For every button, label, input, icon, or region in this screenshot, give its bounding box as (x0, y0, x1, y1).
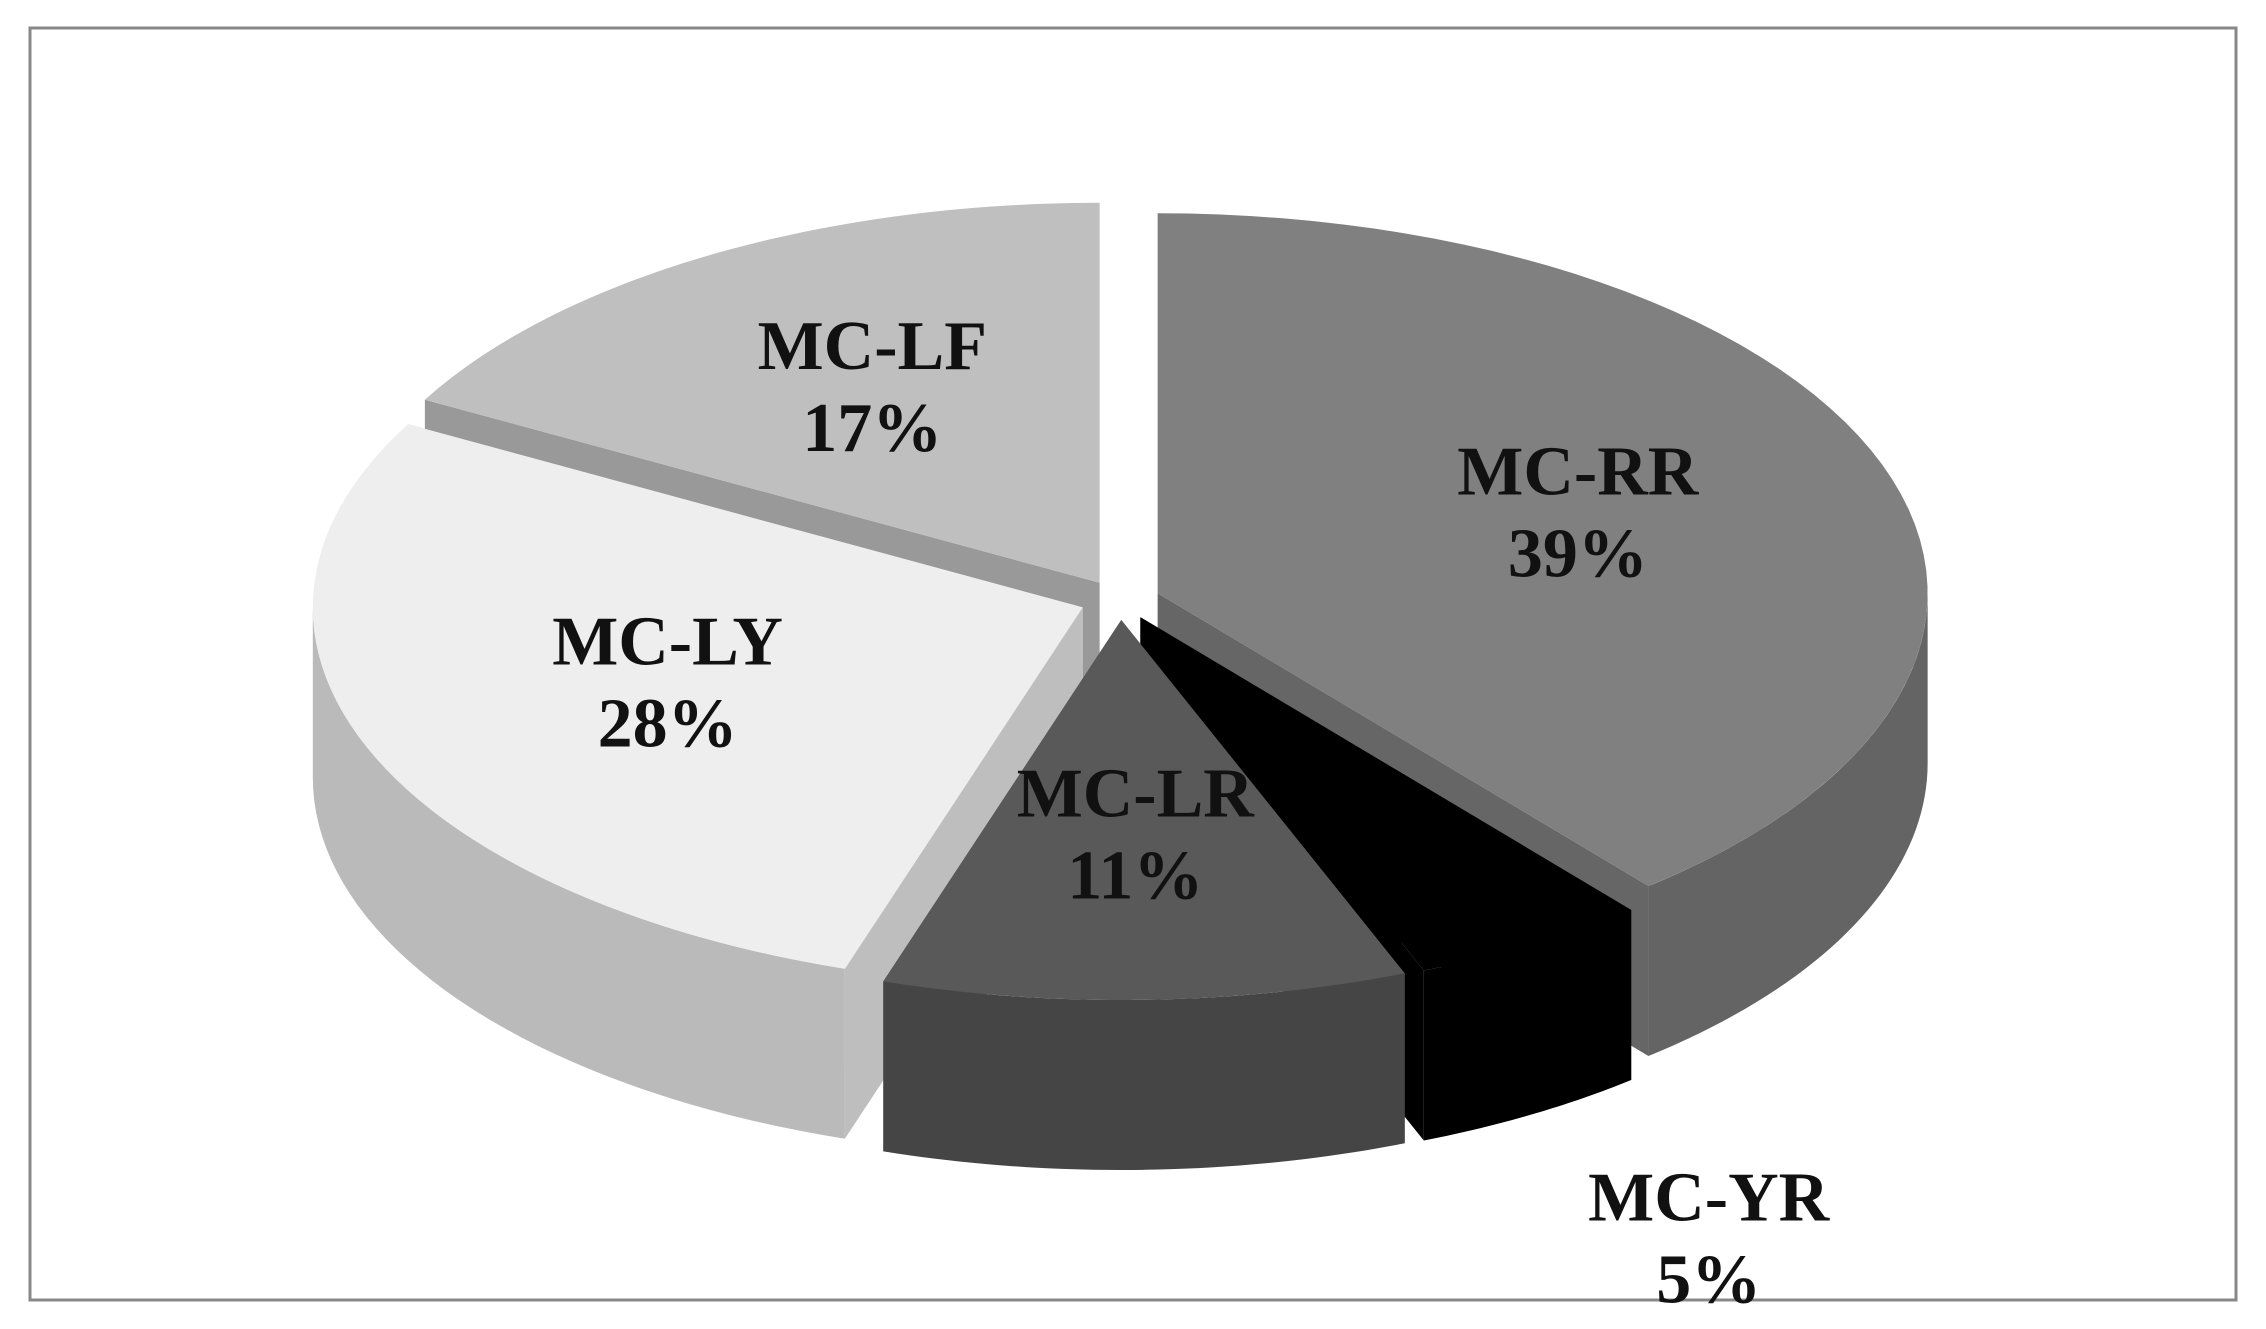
slice (1140, 617, 1632, 971)
data-label-name: MC-LY (552, 604, 783, 681)
slice (883, 619, 1405, 1000)
data-label-value: 17% (802, 390, 942, 467)
data-label-value: 39% (1508, 516, 1648, 593)
slice (1157, 213, 1928, 887)
slice-side (883, 973, 1405, 1170)
slice-side (1648, 593, 1928, 1057)
data-label-value: 28% (598, 686, 738, 763)
data-label-name: MC-LR (1017, 755, 1256, 832)
slice-side (312, 607, 845, 1139)
data-label-name: MC-RR (1457, 434, 1699, 511)
data-label-name: MC-YR (1588, 1160, 1830, 1237)
slice-side (1423, 910, 1632, 1141)
slice (312, 424, 1083, 969)
data-label-value: 11% (1067, 837, 1203, 914)
slice (424, 202, 1100, 583)
data-label-value: 5% (1656, 1242, 1761, 1319)
data-label-name: MC-LF (758, 308, 987, 385)
